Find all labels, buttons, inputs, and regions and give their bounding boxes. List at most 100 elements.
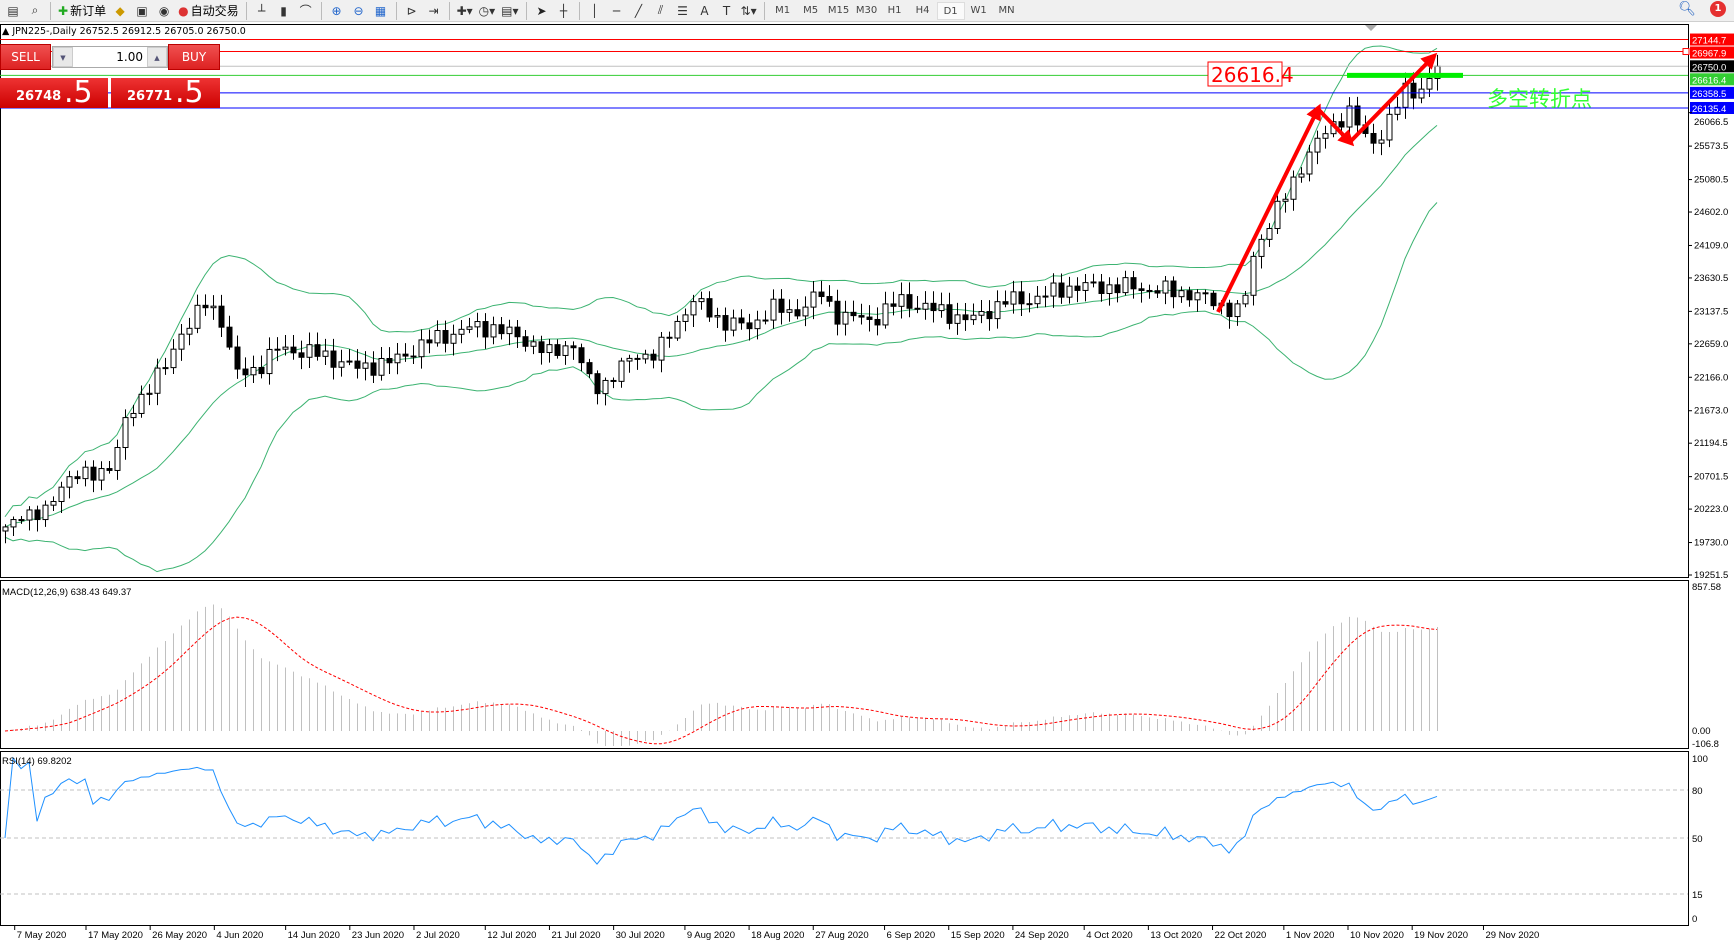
candle — [210, 295, 217, 320]
terminal-button[interactable]: ▣ — [131, 1, 153, 21]
timeframe-m30[interactable]: M30 — [855, 4, 878, 16]
candle-body — [794, 309, 801, 317]
periods-button[interactable]: ◷▾ — [476, 1, 499, 21]
zoom-in-icon: ⊕ — [331, 3, 342, 18]
zoom-out-button[interactable]: ⊖ — [348, 1, 370, 21]
candle-body — [234, 346, 241, 370]
equidistant-channel-button[interactable]: ⫽ — [650, 1, 672, 21]
candle — [682, 308, 689, 332]
price-chart[interactable]: 27144.7 26967.9 26750.0 26616.4 26358.5 26135… — [0, 22, 1734, 942]
level-handle — [1682, 48, 1690, 56]
candle-body — [146, 392, 153, 395]
candle — [346, 349, 353, 366]
candle — [370, 351, 377, 383]
chart-shift-button[interactable]: ⊳ — [401, 1, 423, 21]
indicators-button[interactable]: ✚▾ — [454, 1, 476, 21]
timeframe-m15[interactable]: M15 — [827, 4, 850, 16]
search-icon[interactable]: 🔍︎ — [1678, 1, 1696, 17]
autoscroll-button[interactable]: ⇥ — [423, 1, 445, 21]
candle — [962, 303, 969, 331]
candle — [410, 345, 417, 365]
candle — [194, 294, 201, 334]
timeframe-h4[interactable]: H4 — [915, 4, 930, 16]
candle — [26, 506, 33, 531]
increase-lot-icon[interactable]: ▲ — [147, 47, 167, 67]
timeframe-h1[interactable]: H1 — [887, 4, 902, 16]
candle — [890, 291, 897, 316]
candle — [354, 349, 361, 379]
candle — [578, 343, 585, 372]
cursor-button[interactable]: ➤ — [531, 1, 553, 21]
candle-body — [218, 305, 225, 328]
arrows-icon: ⇅▾ — [740, 3, 757, 18]
crosshair-button[interactable]: ┼ — [553, 1, 575, 21]
candle — [1418, 78, 1425, 104]
date-tick-label: 14 Jun 2020 — [288, 930, 340, 941]
tile-windows-button[interactable]: ▦ — [370, 1, 392, 21]
fibonacci-button[interactable]: ☰ — [672, 1, 694, 21]
zoom-in-button[interactable]: ⊕ — [326, 1, 348, 21]
candle — [474, 312, 481, 338]
candle — [1250, 251, 1257, 306]
candle-body — [810, 291, 817, 308]
candle-body — [698, 298, 705, 303]
candle — [506, 319, 513, 346]
bar-chart-icon: ┴ — [257, 3, 266, 18]
symbol-header: ▲ JPN225-,Daily 26752.5 26912.5 26705.0 … — [2, 26, 246, 37]
bar-chart-button[interactable]: ┴ — [251, 1, 273, 21]
toolbar-separator — [448, 1, 450, 20]
line-chart-button[interactable]: ⌒ — [295, 1, 317, 21]
text-button[interactable]: A — [694, 1, 716, 21]
candle-body — [1346, 105, 1353, 128]
candle-body — [58, 486, 65, 502]
vertical-line-icon: │ — [590, 3, 599, 18]
text-label-button[interactable]: T — [716, 1, 738, 21]
candle — [1226, 299, 1233, 329]
candle — [514, 320, 521, 348]
auto-trading-button[interactable]: ● 自动交易 — [175, 1, 242, 21]
vertical-line-button[interactable]: │ — [584, 1, 606, 21]
price-tag-label: 27144.7 — [1692, 36, 1726, 47]
buy-price[interactable]: 26771.5 — [111, 75, 220, 110]
timeframe-mn[interactable]: MN — [998, 4, 1015, 16]
candle — [898, 282, 905, 319]
signal-button[interactable]: ◉ — [153, 1, 175, 21]
candle-body — [1122, 277, 1129, 294]
lot-size-input[interactable]: 1.00 — [116, 50, 143, 64]
timeframe-m1[interactable]: M1 — [775, 4, 791, 16]
candle-body — [978, 311, 985, 316]
collapse-triangle-icon[interactable]: ▲ — [2, 26, 13, 37]
toolbar-separator — [578, 1, 580, 20]
tile-windows-icon: ▦ — [374, 3, 387, 18]
buy-button[interactable]: BUY — [168, 44, 220, 70]
candle-body — [762, 319, 769, 322]
date-tick-label: 19 Nov 2020 — [1414, 930, 1468, 941]
candle — [162, 357, 169, 375]
trendline-button[interactable]: ╱ — [628, 1, 650, 21]
date-tick-label: 12 Jul 2020 — [487, 930, 536, 941]
zoom-chart-button[interactable]: ⌕ — [24, 1, 46, 21]
templates-button[interactable]: ▤▾ — [498, 1, 521, 21]
metaeditor-button[interactable]: ◆ — [109, 1, 131, 21]
sell-button[interactable]: SELL — [0, 44, 51, 70]
bollinger-bands — [4, 45, 1438, 573]
notification-badge[interactable]: 1 — [1710, 1, 1726, 17]
new-chart-button[interactable]: ▤ — [2, 1, 24, 21]
timeframe-w1[interactable]: W1 — [970, 4, 987, 16]
price-tick-label: 21194.5 — [1694, 438, 1728, 449]
candlestick-button[interactable]: ▮ — [273, 1, 295, 21]
candle-body — [90, 466, 97, 481]
arrows-button[interactable]: ⇅▾ — [738, 1, 760, 21]
decrease-lot-icon[interactable]: ▼ — [53, 47, 73, 67]
horizontal-line-button[interactable]: ─ — [606, 1, 628, 21]
candle-body — [970, 314, 977, 321]
sell-price[interactable]: 26748.5 — [0, 75, 108, 110]
candle — [1402, 72, 1409, 119]
new-order-button[interactable]: ✚ 新订单 — [55, 1, 109, 21]
candle — [338, 349, 345, 377]
candle-body — [1042, 295, 1049, 298]
date-tick-label: 27 Aug 2020 — [815, 930, 868, 941]
timeframe-m5[interactable]: M5 — [803, 4, 819, 16]
lot-size-stepper[interactable]: ▼ 1.00 ▲ — [52, 46, 168, 68]
timeframe-d1[interactable]: D1 — [936, 1, 965, 20]
